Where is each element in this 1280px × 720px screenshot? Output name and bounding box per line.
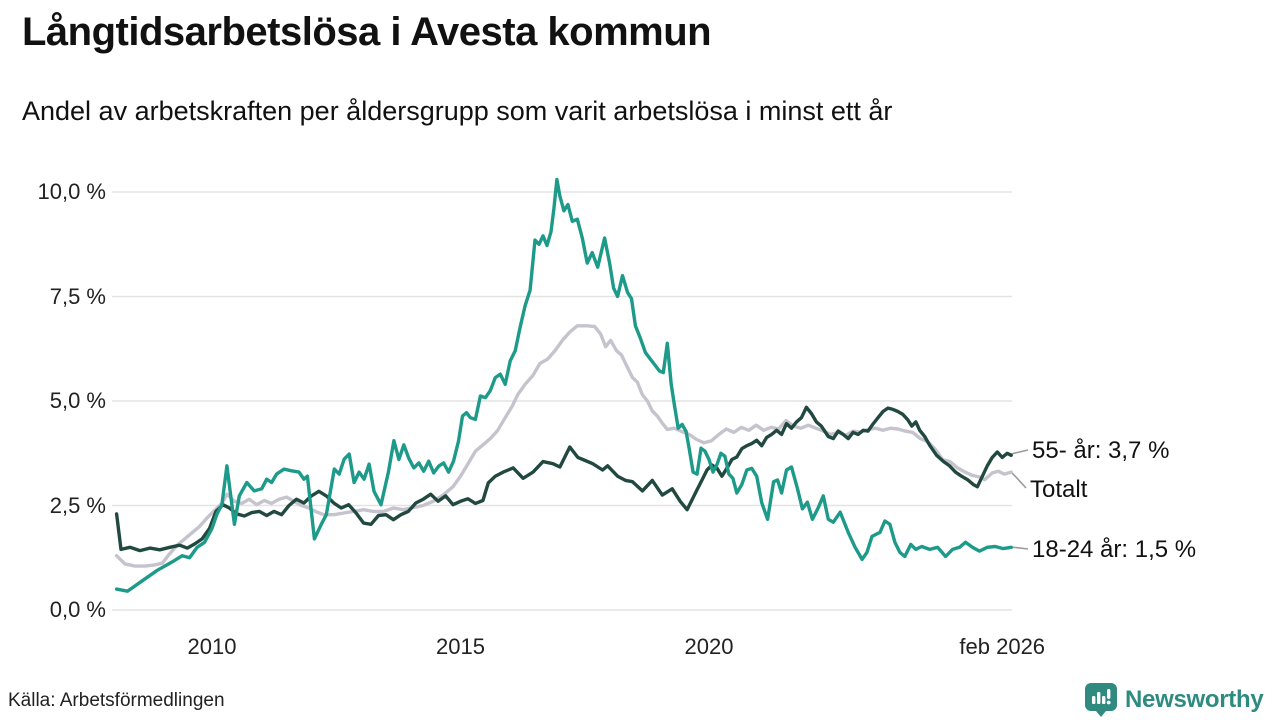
connector-55-line [1010, 449, 1029, 455]
y-tick-label: 7,5 % [49, 283, 106, 309]
page-title: Långtidsarbetslösa i Avesta kommun [22, 10, 712, 54]
end-label-18-24-ar: 18-24 år: 1,5 % [1032, 536, 1197, 563]
connector-totalt-line [1010, 471, 1027, 489]
series-line-18-24-r [114, 177, 1013, 593]
series-line-55-r [114, 405, 1013, 553]
x-tick-label: 2020 [684, 634, 734, 659]
y-tick-label: 5,0 % [49, 388, 106, 413]
newsworthy-logo-icon [1085, 683, 1117, 717]
x-tick-label: feb 2026 [959, 634, 1046, 659]
y-tick-label: 2,5 % [49, 492, 106, 518]
source-credit: Källa: Arbetsförmedlingen [8, 690, 225, 711]
y-tick-label: 10,0 % [37, 179, 107, 204]
connector-1824-line [1010, 546, 1029, 550]
end-label-totalt: Totalt [1030, 476, 1088, 503]
x-tick-label: 2015 [436, 634, 485, 659]
newsworthy-brand: Newsworthy [1084, 682, 1264, 718]
end-label-55-ar: 55- år: 3,7 % [1032, 437, 1170, 464]
y-tick-label: 0,0 % [49, 597, 106, 622]
chart-subtitle: Andel av arbetskraften per åldersgrupp s… [22, 96, 893, 126]
newsworthy-brand-text: Newsworthy [1125, 686, 1264, 713]
series-line-totalt [114, 324, 1013, 568]
x-tick-label: 2010 [187, 634, 237, 659]
